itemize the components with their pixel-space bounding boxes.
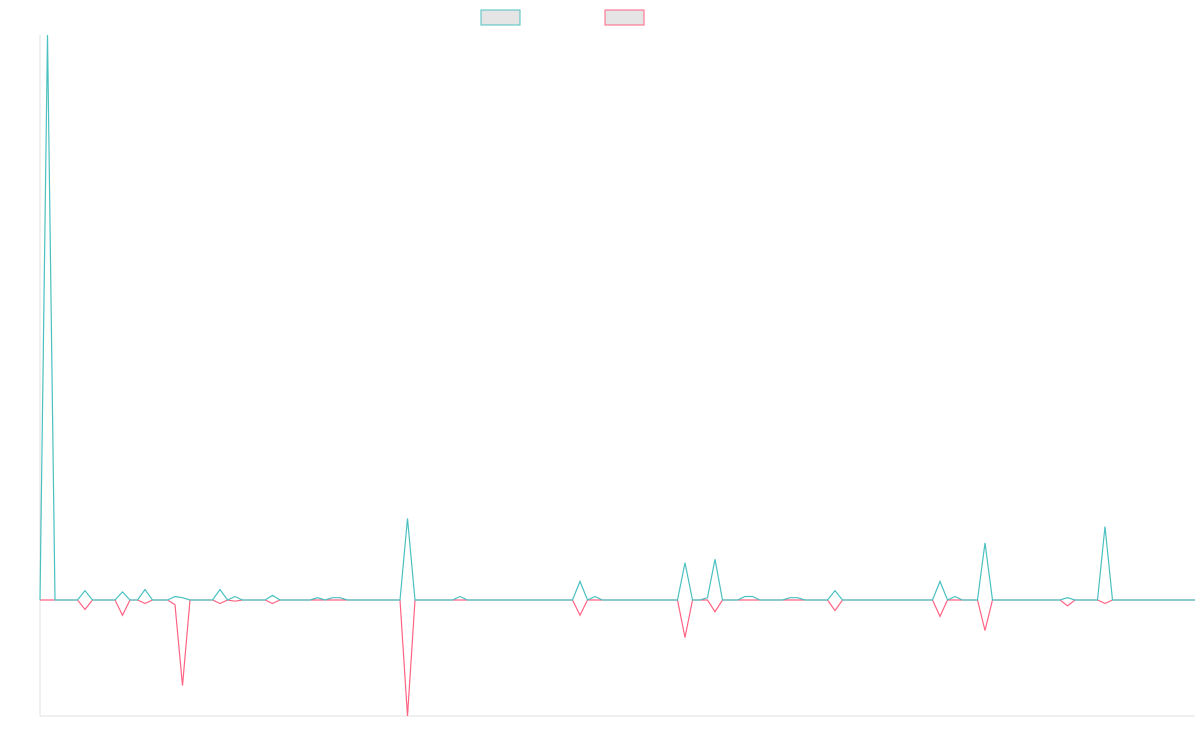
legend-swatch-series-a[interactable]	[480, 9, 521, 26]
axes	[39, 35, 1195, 717]
series-a-line	[39, 34, 1195, 601]
series-b-line	[40, 599, 1195, 717]
series-layer	[39, 34, 1195, 717]
legend-swatch-series-b[interactable]	[604, 9, 645, 26]
legend	[480, 9, 645, 26]
